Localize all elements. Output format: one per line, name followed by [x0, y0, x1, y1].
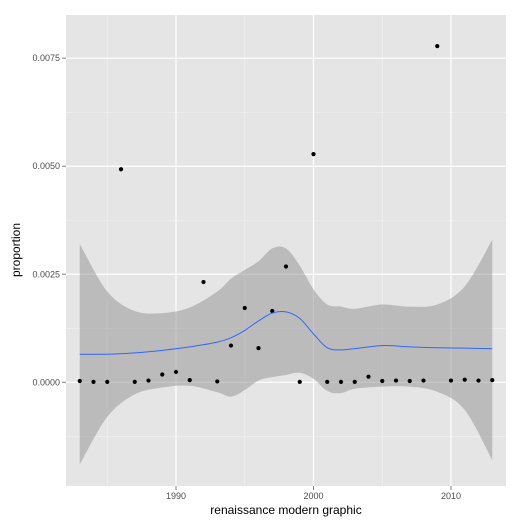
data-point [311, 152, 316, 157]
data-point [201, 279, 206, 285]
data-point [352, 379, 357, 384]
data-point [462, 377, 467, 382]
data-point [476, 378, 481, 383]
x-tick-label: 1990 [166, 491, 186, 501]
data-point [490, 378, 495, 383]
y-tick-label: 0.0025 [32, 269, 60, 279]
data-point [325, 379, 330, 384]
data-point [393, 378, 399, 383]
y-axis-title: proportion [9, 223, 23, 277]
smooth-trend-line [79, 310, 493, 355]
data-point [380, 378, 385, 384]
grid-minor-lines [66, 15, 506, 486]
confidence-ribbon [79, 239, 493, 465]
data-point [146, 378, 151, 383]
y-axis: 0.0000 0.0025 0.0050 0.0075 [32, 53, 66, 387]
x-tick-label: 2010 [441, 491, 461, 501]
data-point [421, 378, 426, 383]
data-point [297, 379, 302, 384]
data-point [228, 343, 234, 348]
data-point [132, 379, 137, 384]
data-point [448, 378, 454, 383]
data-point [105, 379, 110, 384]
data-point [407, 378, 412, 384]
data-point [256, 346, 261, 351]
x-axis-title: renaissance modern graphic [210, 503, 361, 517]
y-tick-label: 0.0050 [32, 161, 60, 171]
data-point [91, 379, 96, 384]
data-point [283, 264, 289, 269]
data-point [77, 378, 82, 384]
x-tick-label: 2000 [303, 491, 323, 501]
data-point [160, 372, 165, 377]
data-point [366, 374, 371, 379]
y-tick-label: 0.0075 [32, 53, 60, 63]
data-point [338, 379, 344, 384]
y-tick-label: 0.0000 [32, 377, 60, 387]
data-point [187, 378, 192, 383]
data-point [242, 305, 247, 311]
data-points [77, 44, 495, 384]
data-point [118, 167, 124, 172]
data-point [270, 308, 275, 314]
data-point [215, 379, 220, 384]
data-point [435, 44, 440, 49]
data-point [173, 369, 179, 375]
x-axis: 1990 2000 2010 [166, 486, 461, 501]
